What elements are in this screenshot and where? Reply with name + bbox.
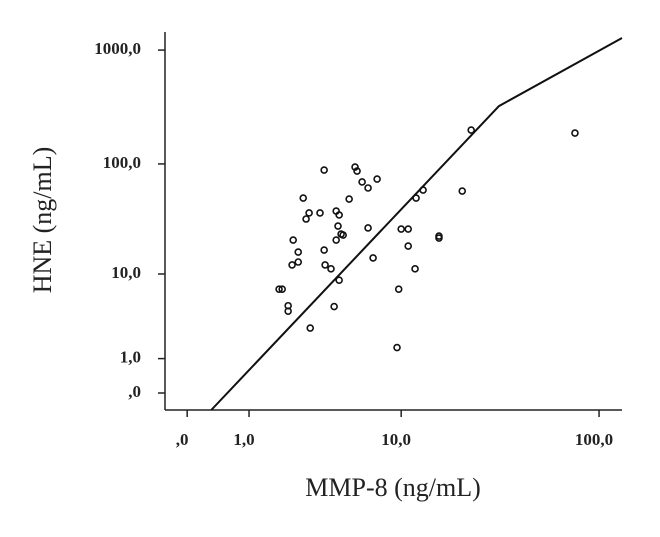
point bbox=[404, 225, 412, 233]
point bbox=[571, 129, 579, 137]
point bbox=[294, 258, 303, 266]
y-tick-label: 1000,0 bbox=[94, 39, 141, 58]
point bbox=[302, 215, 310, 223]
point bbox=[358, 178, 366, 186]
point bbox=[364, 184, 372, 192]
point bbox=[278, 285, 286, 293]
y-tick-label: 1,0 bbox=[120, 348, 141, 367]
point bbox=[394, 285, 403, 293]
point bbox=[404, 242, 412, 250]
point bbox=[435, 234, 443, 242]
point bbox=[353, 167, 361, 175]
point bbox=[393, 343, 401, 352]
point bbox=[288, 261, 296, 269]
x-tick-label: ,0 bbox=[176, 430, 189, 449]
point bbox=[294, 248, 303, 256]
point bbox=[397, 225, 405, 233]
point bbox=[335, 276, 343, 285]
point bbox=[364, 224, 372, 232]
x-axis-title: MMP-8 (ng/mL) bbox=[305, 473, 481, 502]
y-axis-title: HNE (ng/mL) bbox=[28, 147, 57, 294]
point bbox=[320, 166, 328, 174]
point bbox=[321, 261, 329, 269]
point bbox=[369, 254, 377, 262]
point bbox=[411, 265, 419, 273]
point bbox=[289, 236, 297, 244]
y-tick-label: ,0 bbox=[128, 382, 141, 401]
point bbox=[467, 126, 475, 134]
point bbox=[327, 265, 335, 273]
fit-line bbox=[210, 37, 623, 411]
x-tick-label: 10,0 bbox=[381, 430, 411, 449]
point bbox=[412, 194, 420, 202]
point bbox=[284, 307, 292, 315]
point bbox=[419, 186, 427, 194]
point bbox=[332, 236, 340, 244]
point bbox=[306, 324, 315, 332]
point bbox=[330, 302, 338, 311]
x-tick-label: 100,0 bbox=[575, 430, 613, 449]
point bbox=[305, 209, 313, 217]
point bbox=[335, 211, 343, 219]
point bbox=[334, 222, 342, 230]
point bbox=[275, 285, 283, 293]
point bbox=[373, 175, 381, 183]
point bbox=[351, 163, 359, 171]
point bbox=[339, 231, 347, 239]
point bbox=[345, 195, 353, 203]
point bbox=[458, 187, 467, 195]
y-tick-label: 10,0 bbox=[111, 263, 141, 282]
x-tick-label: 1,0 bbox=[233, 430, 254, 449]
point bbox=[316, 209, 324, 217]
point bbox=[299, 194, 308, 202]
point bbox=[320, 246, 328, 254]
y-tick-label: 100,0 bbox=[103, 153, 141, 172]
